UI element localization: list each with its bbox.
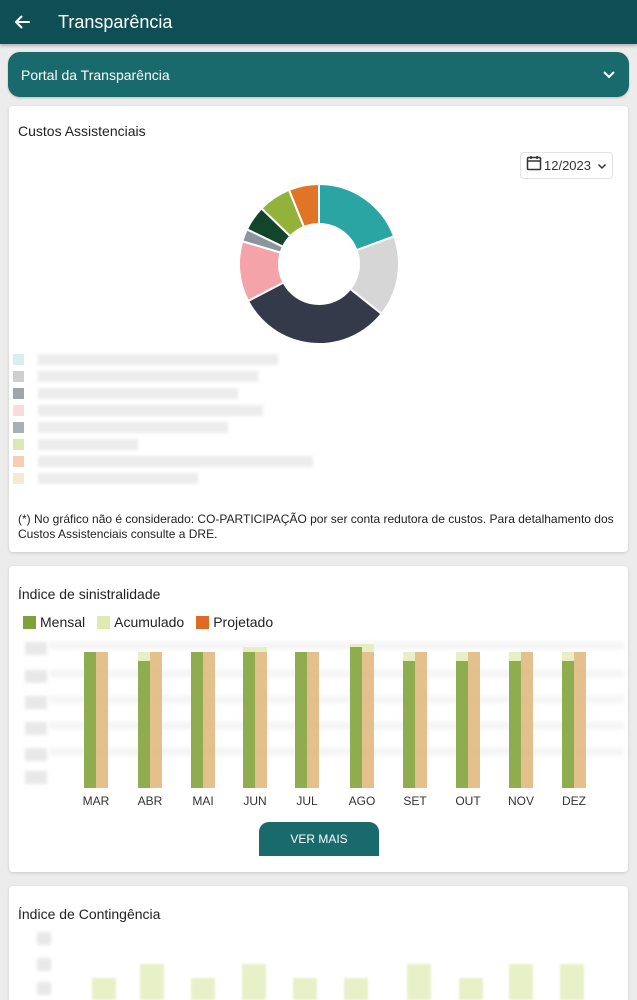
legend-row <box>13 473 198 484</box>
date-picker[interactable]: 12/2023 <box>520 152 613 179</box>
custos-donut-chart <box>238 182 400 345</box>
month-label-nov: NOV <box>507 794 534 808</box>
legend-swatch <box>13 371 24 382</box>
bar-projetado-dez <box>574 651 586 788</box>
legend-item-mensal: Mensal <box>23 614 85 630</box>
bar-mensal-set <box>403 660 415 788</box>
bar-projetado-nov <box>521 651 533 788</box>
app-bar: Transparência <box>0 0 637 44</box>
bar-mensal-abr <box>138 660 150 788</box>
bar-mensal-out <box>456 660 468 788</box>
legend-swatch <box>13 405 24 416</box>
month-label-abr: ABR <box>137 794 163 808</box>
legend-item-acumulado: Acumulado <box>97 614 184 630</box>
bar-mensal-jul <box>295 651 307 788</box>
bar-mensal-dez <box>562 660 574 788</box>
contingencia-chart <box>9 932 628 1000</box>
legend-label: Projetado <box>213 614 274 630</box>
legend-swatch <box>13 388 24 399</box>
bar-projetado-out <box>468 651 480 788</box>
legend-swatch <box>97 615 111 629</box>
legend-swatch <box>13 473 24 484</box>
bar-projetado-mai <box>203 651 215 788</box>
back-arrow-icon[interactable] <box>0 0 44 44</box>
legend-item-projetado: Projetado <box>196 614 273 630</box>
custos-footnote: (*) No gráfico não é considerado: CO-PAR… <box>18 512 614 541</box>
sinistralidade-legend: Mensal Acumulado Projetado <box>23 614 285 630</box>
sinistralidade-title: Índice de sinistralidade <box>18 586 161 602</box>
date-value: 12/2023 <box>544 158 591 173</box>
custos-legend <box>13 354 313 512</box>
legend-row <box>13 456 313 467</box>
bar-projetado-ago <box>362 651 374 788</box>
legend-label: Mensal <box>40 614 86 630</box>
sinistralidade-card: Índice de sinistralidade Mensal Acumulad… <box>9 566 628 872</box>
donut-slice-2 <box>246 281 383 345</box>
calendar-icon <box>526 155 542 176</box>
month-label-mar: MAR <box>82 794 110 808</box>
month-label-mai: MAI <box>192 794 214 808</box>
portal-transparencia-dropdown[interactable]: Portal da Transparência <box>8 52 629 97</box>
bar-projetado-set <box>415 651 427 788</box>
ver-mais-button[interactable]: VER MAIS <box>259 822 379 856</box>
legend-row <box>13 371 258 382</box>
legend-swatch <box>13 422 24 433</box>
chevron-down-icon <box>597 157 607 175</box>
legend-row <box>13 405 263 416</box>
month-label-dez: DEZ <box>562 794 586 808</box>
month-label-jun: JUN <box>243 794 267 808</box>
bar-mensal-nov <box>509 660 521 788</box>
bar-projetado-mar <box>96 651 108 788</box>
chevron-down-icon <box>603 66 615 84</box>
legend-row <box>13 439 138 450</box>
month-label-out: OUT <box>455 794 481 808</box>
bar-mensal-mar <box>84 651 96 788</box>
bar-projetado-jun <box>255 651 267 788</box>
donut-slice-7 <box>287 182 320 229</box>
bar-mensal-mai <box>191 651 203 788</box>
custos-title: Custos Assistenciais <box>18 123 146 139</box>
bar-mensal-jun <box>243 651 255 788</box>
sinistralidade-chart: MAR ABR MAI JUN JUL AGO SET OUT NOV DEZ <box>9 566 628 816</box>
legend-swatch <box>13 354 24 365</box>
bar-mensal-ago <box>350 647 362 788</box>
month-label-set: SET <box>403 794 427 808</box>
legend-row <box>13 354 278 365</box>
legend-swatch <box>13 439 24 450</box>
portal-label: Portal da Transparência <box>21 66 170 83</box>
legend-swatch <box>23 615 36 629</box>
legend-label: Acumulado <box>114 614 185 630</box>
contingencia-title: Índice de Contingência <box>18 906 161 922</box>
legend-row <box>13 388 238 399</box>
bar-projetado-jul <box>307 651 319 788</box>
legend-row <box>13 422 228 433</box>
month-label-ago: AGO <box>348 794 376 808</box>
custos-card: Custos Assistenciais 12/2023 (*) No gráf… <box>9 106 628 552</box>
legend-swatch <box>13 456 24 467</box>
contingencia-card: Índice de Contingência <box>9 886 628 1000</box>
page-title: Transparência <box>58 11 173 32</box>
legend-swatch <box>196 615 210 629</box>
bar-projetado-abr <box>150 651 162 788</box>
month-label-jul: JUL <box>296 794 318 808</box>
